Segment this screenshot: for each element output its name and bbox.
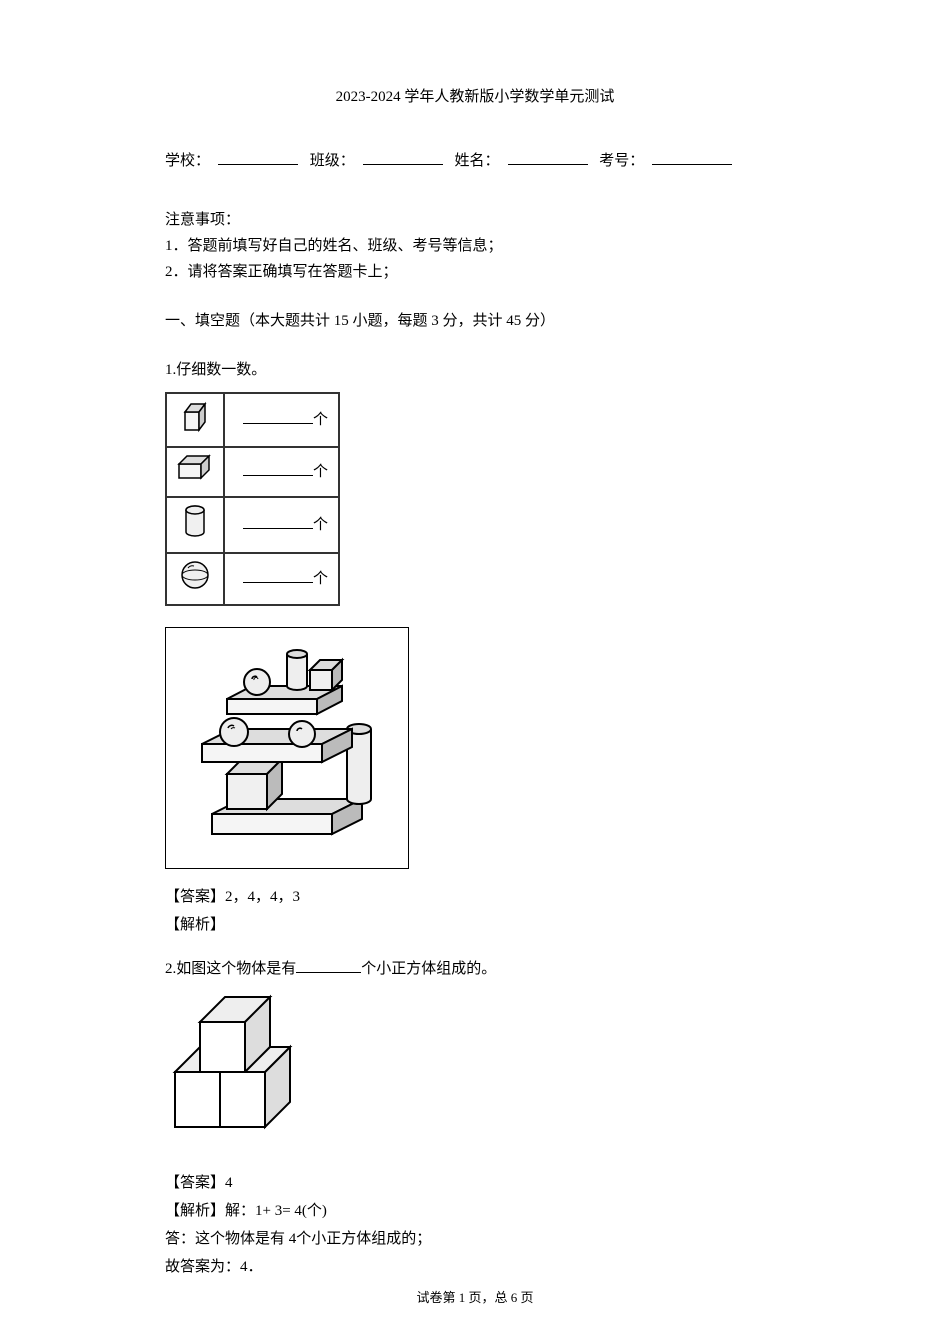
cuboid-unit: 个 — [313, 464, 328, 480]
q2-answer-value: 4 — [225, 1175, 233, 1191]
q2-analysis-1: 【解析】解：1+ 3= 4(个) — [165, 1199, 785, 1223]
q2-analysis-l2: 答：这个物体是有 4个小正方体组成的； — [165, 1227, 785, 1251]
table-row: 个 — [166, 497, 339, 553]
q1-prompt: 1.仔细数一数。 — [165, 358, 785, 382]
table-row: 个 — [166, 553, 339, 605]
examid-label: 考号： — [599, 153, 644, 169]
q2-analysis-l1: 解：1+ 3= 4(个) — [225, 1203, 327, 1219]
q1-answer-label: 【答案】 — [165, 889, 225, 905]
cuboid-icon — [175, 452, 215, 484]
cylinder-count-cell: 个 — [224, 497, 339, 553]
q1-answer: 【答案】2，4，4，3 — [165, 885, 785, 909]
q1-table: 个 个 个 — [165, 392, 340, 606]
cube-blank — [243, 423, 313, 424]
page-footer: 试卷第 1 页，总 6 页 — [0, 1288, 950, 1309]
q2-analysis-l3: 故答案为：4． — [165, 1255, 785, 1279]
cylinder-blank — [243, 528, 313, 529]
cylinder-cell — [166, 497, 224, 553]
q2-answer-label: 【答案】 — [165, 1175, 225, 1191]
cuboid-blank — [243, 475, 313, 476]
q1-analysis-label: 【解析】 — [165, 917, 225, 933]
school-blank — [218, 164, 298, 165]
class-label: 班级： — [310, 153, 355, 169]
sphere-unit: 个 — [313, 571, 328, 587]
q1-figure — [165, 627, 409, 869]
q1-composite-icon — [172, 634, 402, 854]
notes-title: 注意事项： — [165, 208, 785, 232]
sphere-count-cell: 个 — [224, 553, 339, 605]
q2-figure — [165, 987, 305, 1155]
question-1: 1.仔细数一数。 个 个 — [165, 358, 785, 937]
q2-prompt: 2.如图这个物体是有 个小正方体组成的。 — [165, 957, 785, 981]
cylinder-unit: 个 — [313, 517, 328, 533]
section-1-header: 一、填空题（本大题共计 15 小题，每题 3 分，共计 45 分） — [165, 309, 785, 333]
question-2: 2.如图这个物体是有 个小正方体组成的。 【答案】4 【解析】解：1+ 3= 4(… — [165, 957, 785, 1279]
sphere-icon — [178, 558, 212, 592]
notes-item-1: 1．答题前填写好自己的姓名、班级、考号等信息； — [165, 234, 785, 258]
cube-count-cell: 个 — [224, 393, 339, 447]
q1-analysis: 【解析】 — [165, 913, 785, 937]
table-row: 个 — [166, 393, 339, 447]
name-label: 姓名： — [455, 153, 500, 169]
info-line: 学校： 班级： 姓名： 考号： — [165, 149, 785, 173]
school-label: 学校： — [165, 153, 210, 169]
q1-answer-value: 2，4，4，3 — [225, 889, 300, 905]
cylinder-icon — [181, 502, 209, 540]
sphere-blank — [243, 582, 313, 583]
cuboid-cell — [166, 447, 224, 497]
q2-analysis-label: 【解析】 — [165, 1203, 225, 1219]
cube-icon — [177, 398, 213, 434]
cube-unit: 个 — [313, 412, 328, 428]
page-title: 2023-2024 学年人教新版小学数学单元测试 — [165, 85, 785, 109]
sphere-cell — [166, 553, 224, 605]
q2-cubes-icon — [165, 987, 305, 1147]
class-blank — [363, 164, 443, 165]
name-blank — [508, 164, 588, 165]
notes-section: 注意事项： 1．答题前填写好自己的姓名、班级、考号等信息； 2．请将答案正确填写… — [165, 208, 785, 284]
q2-blank — [296, 972, 361, 973]
q2-prompt-b: 个小正方体组成的。 — [361, 961, 496, 977]
cuboid-count-cell: 个 — [224, 447, 339, 497]
notes-item-2: 2．请将答案正确填写在答题卡上； — [165, 260, 785, 284]
q2-prompt-a: 2.如图这个物体是有 — [165, 961, 296, 977]
examid-blank — [652, 164, 732, 165]
q2-answer: 【答案】4 — [165, 1171, 785, 1195]
table-row: 个 — [166, 447, 339, 497]
cube-cell — [166, 393, 224, 447]
